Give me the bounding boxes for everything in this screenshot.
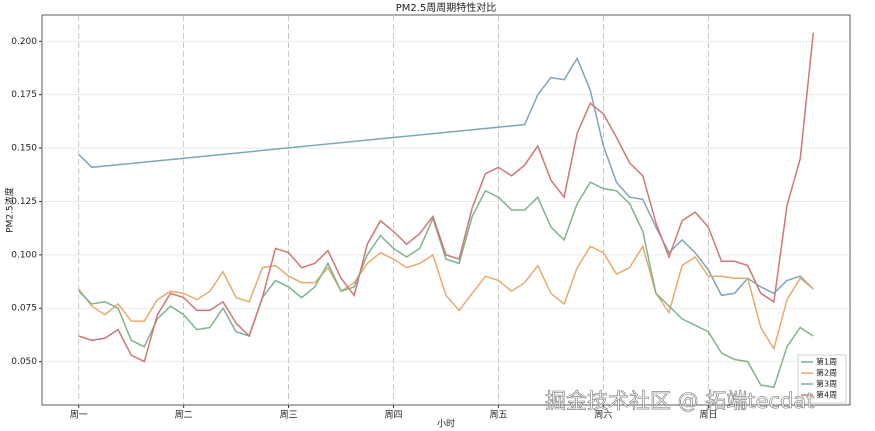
series-line (78, 32, 815, 363)
y-tick-label: 0.100 (11, 250, 37, 260)
y-tick-label: 0.050 (11, 357, 37, 367)
watermark: 掘金技术社区 @ 拓端tecdat (545, 389, 814, 413)
y-tick-label: 0.075 (11, 304, 37, 314)
legend-label: 第4周 (816, 390, 837, 400)
x-tick-label: 周五 (489, 410, 507, 421)
x-tick-label: 周日 (699, 410, 717, 421)
series-line (78, 181, 814, 389)
x-tick-label: 周六 (594, 409, 612, 421)
y-tick-label: 0.125 (11, 197, 37, 207)
x-tick-label: 周三 (280, 410, 298, 421)
legend-label: 第1周 (816, 357, 837, 367)
y-tick-label: 0.200 (11, 37, 37, 47)
y-tick-label: 0.175 (11, 90, 37, 100)
legend-label: 第2周 (816, 368, 837, 378)
x-tick-label: 周二 (175, 410, 193, 421)
y-axis-label: PM2.5浓度 (4, 187, 16, 233)
y-tick-label: 0.150 (11, 144, 37, 154)
legend-label: 第3周 (816, 379, 837, 389)
x-tick-label: 周一 (70, 410, 88, 421)
series-line (78, 244, 814, 351)
chart-title: PM2.5周周期特性对比 (396, 1, 497, 14)
x-axis-label: 小时 (437, 418, 455, 430)
x-tick-label: 周四 (385, 410, 403, 421)
plot-frame (41, 14, 851, 406)
series-line (78, 56, 814, 297)
